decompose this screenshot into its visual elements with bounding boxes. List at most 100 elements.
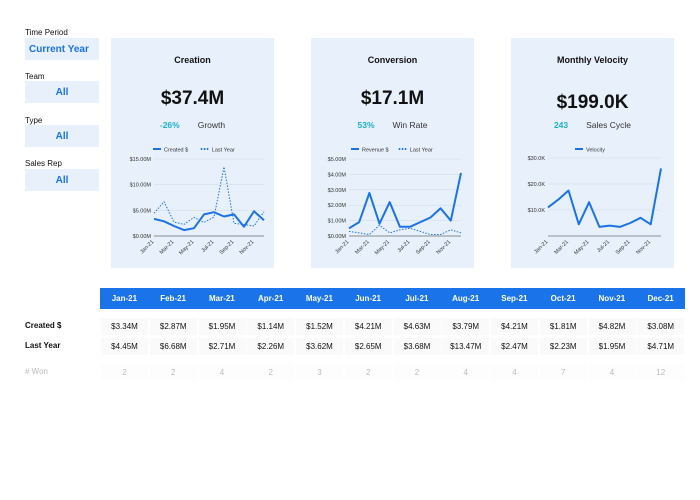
card-metric: -26% Growth xyxy=(111,120,274,130)
x-tick-label: May-21 xyxy=(178,239,195,256)
sales-rep-select[interactable]: All xyxy=(25,169,99,191)
table-cell: $1.52M xyxy=(296,318,343,335)
month-header: Feb-21 xyxy=(160,294,187,303)
series-line-created- xyxy=(153,210,265,232)
row-label: # Won xyxy=(25,367,48,376)
table-cell: 2 xyxy=(247,364,295,381)
table-cell: $6.68M xyxy=(149,338,197,355)
x-tick-label: Nov-21 xyxy=(635,239,652,256)
table-cell: 2 xyxy=(149,364,197,381)
x-tick-label: Mar-21 xyxy=(354,239,371,256)
x-tick-label: Jan-21 xyxy=(533,239,549,255)
x-tick-label: Sep-21 xyxy=(615,239,632,256)
time-period-select[interactable]: Current Year xyxy=(25,38,99,60)
y-tick-label: $5.00M xyxy=(133,208,152,214)
table-cell: $1.95M xyxy=(198,318,246,335)
card-metric-label: Growth xyxy=(197,120,226,130)
table-cell: $4.63M xyxy=(393,318,441,335)
x-tick-label: Nov-21 xyxy=(435,239,452,256)
table-cell: $4.45M xyxy=(101,338,148,355)
x-tick-label: May-21 xyxy=(573,239,590,256)
table-cell: $2.65M xyxy=(344,338,392,355)
team-select[interactable]: All xyxy=(25,81,99,103)
card-metric-label: Sales Cycle xyxy=(586,120,632,130)
series-line-last-year xyxy=(348,224,462,235)
row-label: Created $ xyxy=(25,321,62,330)
team-label: Team xyxy=(25,72,45,81)
type-label: Type xyxy=(25,116,43,125)
y-tick-label: $3.00M xyxy=(328,188,347,194)
table-cell: $4.82M xyxy=(588,318,636,335)
x-tick-label: Jan-21 xyxy=(334,239,350,255)
series-line-revenue- xyxy=(348,172,462,230)
velocity-chart: Velocity $10.0K $20.0K $30.0K Jan-21 Mar-21 Ma… xyxy=(528,148,662,256)
card-metric-pct: 243 xyxy=(553,120,569,130)
x-tick-label: Jul-21 xyxy=(397,239,412,254)
conversion-chart: Revenue $ Last Year $0.00M $1.00M $2.00M $3.0… xyxy=(328,148,462,256)
month-header: Dec-21 xyxy=(647,294,674,303)
y-tick-label: $2.00M xyxy=(328,203,347,209)
table-cell: $2.71M xyxy=(198,338,246,355)
y-tick-label: $5.00M xyxy=(328,157,347,163)
month-header: May-21 xyxy=(305,294,333,303)
month-header-row: Jan-21 Feb-21 Mar-21 Apr-21 May-21 Jun-21 Jul-… xyxy=(100,288,685,309)
creation-card: Creation $37.4M -26% Growth Created $ Last… xyxy=(111,38,274,268)
table-cell: $4.71M xyxy=(637,338,685,355)
legend-label: Last Year xyxy=(212,148,235,154)
table-cell: $2.87M xyxy=(149,318,197,335)
table-cell: 4 xyxy=(588,364,636,381)
card-value: $37.4M xyxy=(160,88,225,109)
y-tick-label: $10.00M xyxy=(130,183,152,189)
table-cell: 4 xyxy=(442,364,490,381)
table-cell: $4.21M xyxy=(491,318,538,335)
table-cell: 2 xyxy=(393,364,441,381)
legend-label: Velocity xyxy=(586,148,605,154)
month-header: Jul-21 xyxy=(405,294,429,303)
table-cell: $4.21M xyxy=(344,318,392,335)
card-title: Monthly Velocity xyxy=(556,55,628,65)
table-cell: $3.34M xyxy=(101,318,148,335)
table-cell: $3.68M xyxy=(393,338,441,355)
table-cell: 3 xyxy=(296,364,343,381)
x-tick-label: Jul-21 xyxy=(596,239,611,254)
table-cell: $2.23M xyxy=(539,338,587,355)
y-tick-label: $20.0K xyxy=(528,182,546,188)
series-line-velocity xyxy=(547,168,662,228)
month-header: Mar-21 xyxy=(208,294,235,303)
card-title: Creation xyxy=(174,55,211,65)
month-header: Aug-21 xyxy=(452,294,480,303)
legend-label: Created $ xyxy=(164,148,188,154)
month-header: Sep-21 xyxy=(501,294,528,303)
creation-chart: Created $ Last Year $0.00M $5.00M $10.00M $15… xyxy=(130,148,265,256)
x-tick-label: Mar-21 xyxy=(553,239,570,256)
conversion-card: Conversion $17.1M 53% Win Rate Revenue $ L… xyxy=(311,38,474,268)
x-tick-label: Sep-21 xyxy=(219,239,236,256)
y-tick-label: $4.00M xyxy=(328,172,347,178)
y-tick-label: $0.00M xyxy=(133,234,152,240)
table-cell: 12 xyxy=(637,364,685,381)
month-header: Apr-21 xyxy=(257,294,284,303)
y-tick-label: $15.00M xyxy=(130,157,152,163)
card-metric: 243 Sales Cycle xyxy=(511,120,674,130)
table-cell: $2.47M xyxy=(491,338,538,355)
time-period-label: Time Period xyxy=(25,28,68,37)
table-cell: $3.62M xyxy=(296,338,343,355)
table-cell: $1.14M xyxy=(247,318,295,335)
table-cell: 4 xyxy=(491,364,538,381)
card-metric-label: Win Rate xyxy=(392,120,428,130)
table-cell: $1.81M xyxy=(539,318,587,335)
month-header: Nov-21 xyxy=(598,294,626,303)
table-cell: $3.79M xyxy=(442,318,490,335)
table-cell: 7 xyxy=(539,364,587,381)
month-header: Jan-21 xyxy=(111,294,138,303)
y-tick-label: $10.0K xyxy=(528,208,546,214)
x-tick-label: Jan-21 xyxy=(139,239,155,255)
y-tick-label: $1.00M xyxy=(328,219,347,225)
card-metric-pct: -26% xyxy=(159,120,180,130)
card-title: Conversion xyxy=(367,55,418,65)
type-select[interactable]: All xyxy=(25,125,99,147)
table-cell: 4 xyxy=(198,364,246,381)
velocity-card: Monthly Velocity $199.0K 243 Sales Cycle … xyxy=(511,38,674,268)
row-label: Last Year xyxy=(25,341,61,350)
x-tick-label: Mar-21 xyxy=(159,239,176,256)
